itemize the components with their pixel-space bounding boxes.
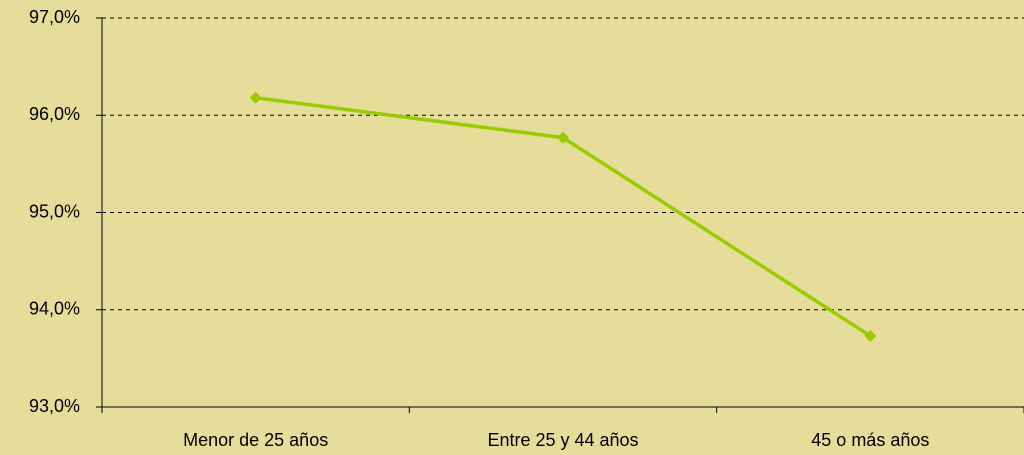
x-tick-label: Entre 25 y 44 años — [487, 430, 638, 450]
marker — [557, 131, 569, 144]
y-tick-label: 95,0% — [29, 201, 80, 221]
x-tick-label: Menor de 25 años — [183, 430, 328, 450]
y-tick-label: 96,0% — [29, 104, 80, 124]
marker — [864, 330, 877, 343]
y-tick-label: 97,0% — [29, 7, 80, 27]
y-tick-label: 94,0% — [29, 299, 80, 319]
marker — [249, 91, 262, 104]
x-tick-label: 45 o más años — [811, 430, 929, 450]
y-tick-label: 93,0% — [29, 396, 80, 416]
